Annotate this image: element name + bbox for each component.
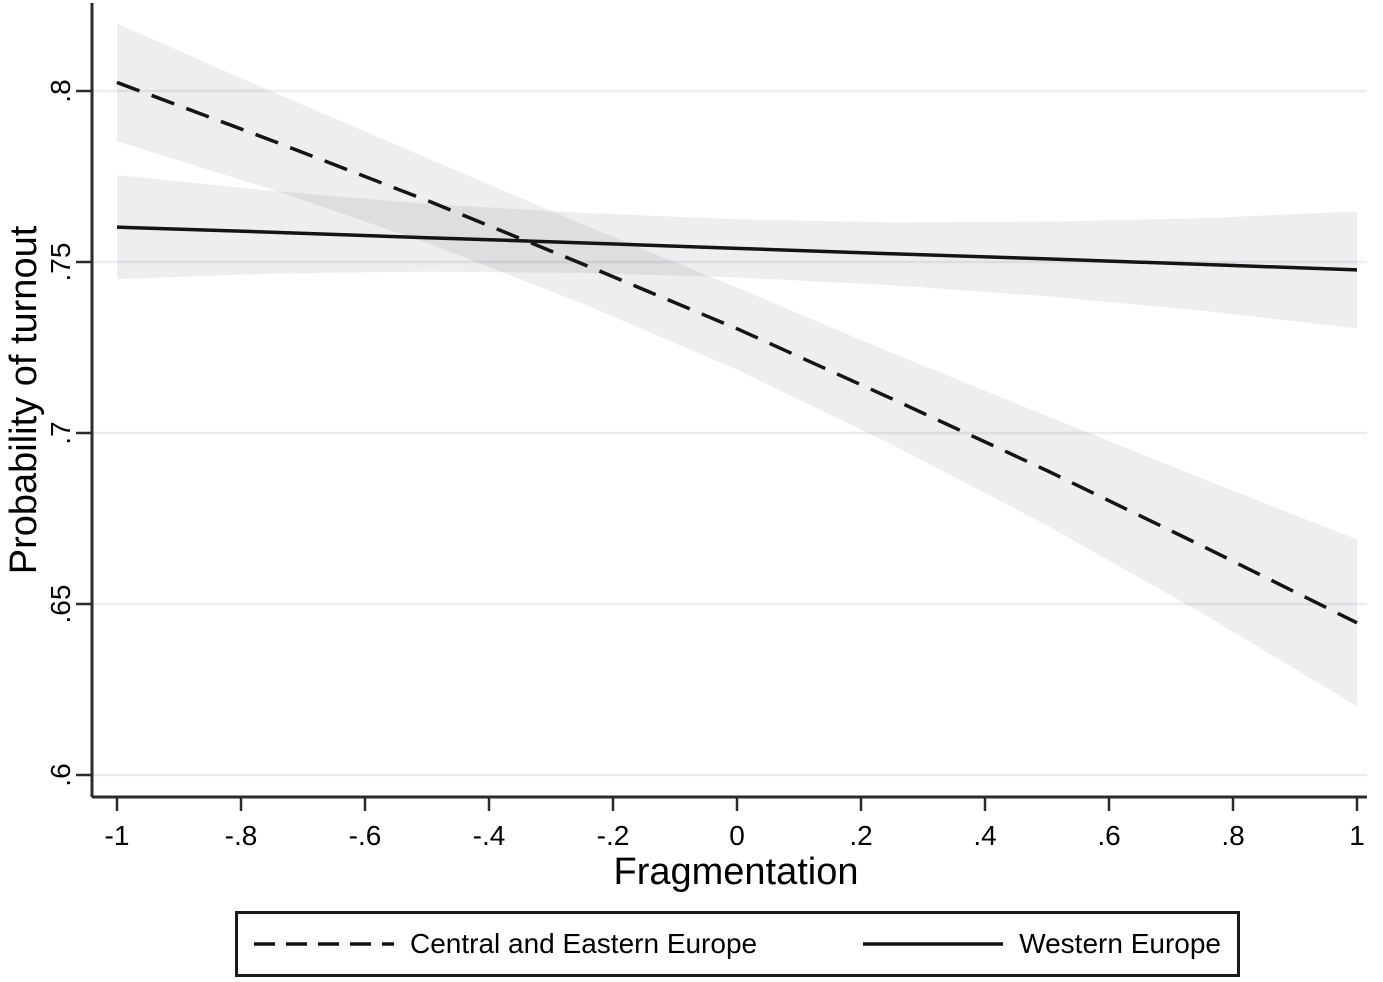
series-line-western-europe xyxy=(116,225,1358,272)
series-line-central-eastern-europe xyxy=(116,80,1358,625)
ci-band-central-eastern-europe xyxy=(117,23,1357,707)
x-tick-label: -.6 xyxy=(349,820,382,851)
confidence-bands-group xyxy=(117,23,1357,707)
legend: Central and Eastern Europe Western Europ… xyxy=(235,911,1240,977)
y-tick-label: .65 xyxy=(45,585,76,624)
y-axis-title: Probability of turnout xyxy=(3,225,45,574)
axes-group xyxy=(76,3,1367,811)
x-tick-label: 0 xyxy=(729,820,745,851)
dashed-line-sample-icon xyxy=(254,942,394,946)
x-tick-label: -1 xyxy=(105,820,130,851)
solid-line-sample-icon xyxy=(863,942,1004,946)
x-tick-label: -.2 xyxy=(597,820,630,851)
ci-band-western-europe xyxy=(117,175,1357,329)
x-tick-label: -.4 xyxy=(473,820,506,851)
legend-entry-western-europe: Western Europe xyxy=(863,928,1221,960)
legend-label-western-europe: Western Europe xyxy=(1019,928,1221,959)
y-tick-label: .7 xyxy=(45,421,76,444)
legend-label-central-eastern-europe: Central and Eastern Europe xyxy=(410,928,758,959)
y-tick-label: .8 xyxy=(45,79,76,102)
x-tick-label: .4 xyxy=(973,820,996,851)
x-tick-label: .2 xyxy=(849,820,872,851)
x-tick-label: .6 xyxy=(1097,820,1120,851)
series-lines-group xyxy=(116,80,1358,625)
x-tick-label: -.8 xyxy=(225,820,258,851)
x-tick-label: 1 xyxy=(1349,820,1365,851)
x-axis-title: Fragmentation xyxy=(613,851,858,893)
legend-entry-central-eastern-europe: Central and Eastern Europe xyxy=(254,928,757,960)
y-tick-label: .6 xyxy=(45,763,76,786)
tick-labels-group: .6 .65 .7 .75 .8 -1 -.8 -.6 -.4 -.2 0 .2 .4 .6 .8 1 xyxy=(45,79,1365,851)
y-tick-label: .75 xyxy=(45,243,76,282)
x-tick-label: .8 xyxy=(1221,820,1244,851)
